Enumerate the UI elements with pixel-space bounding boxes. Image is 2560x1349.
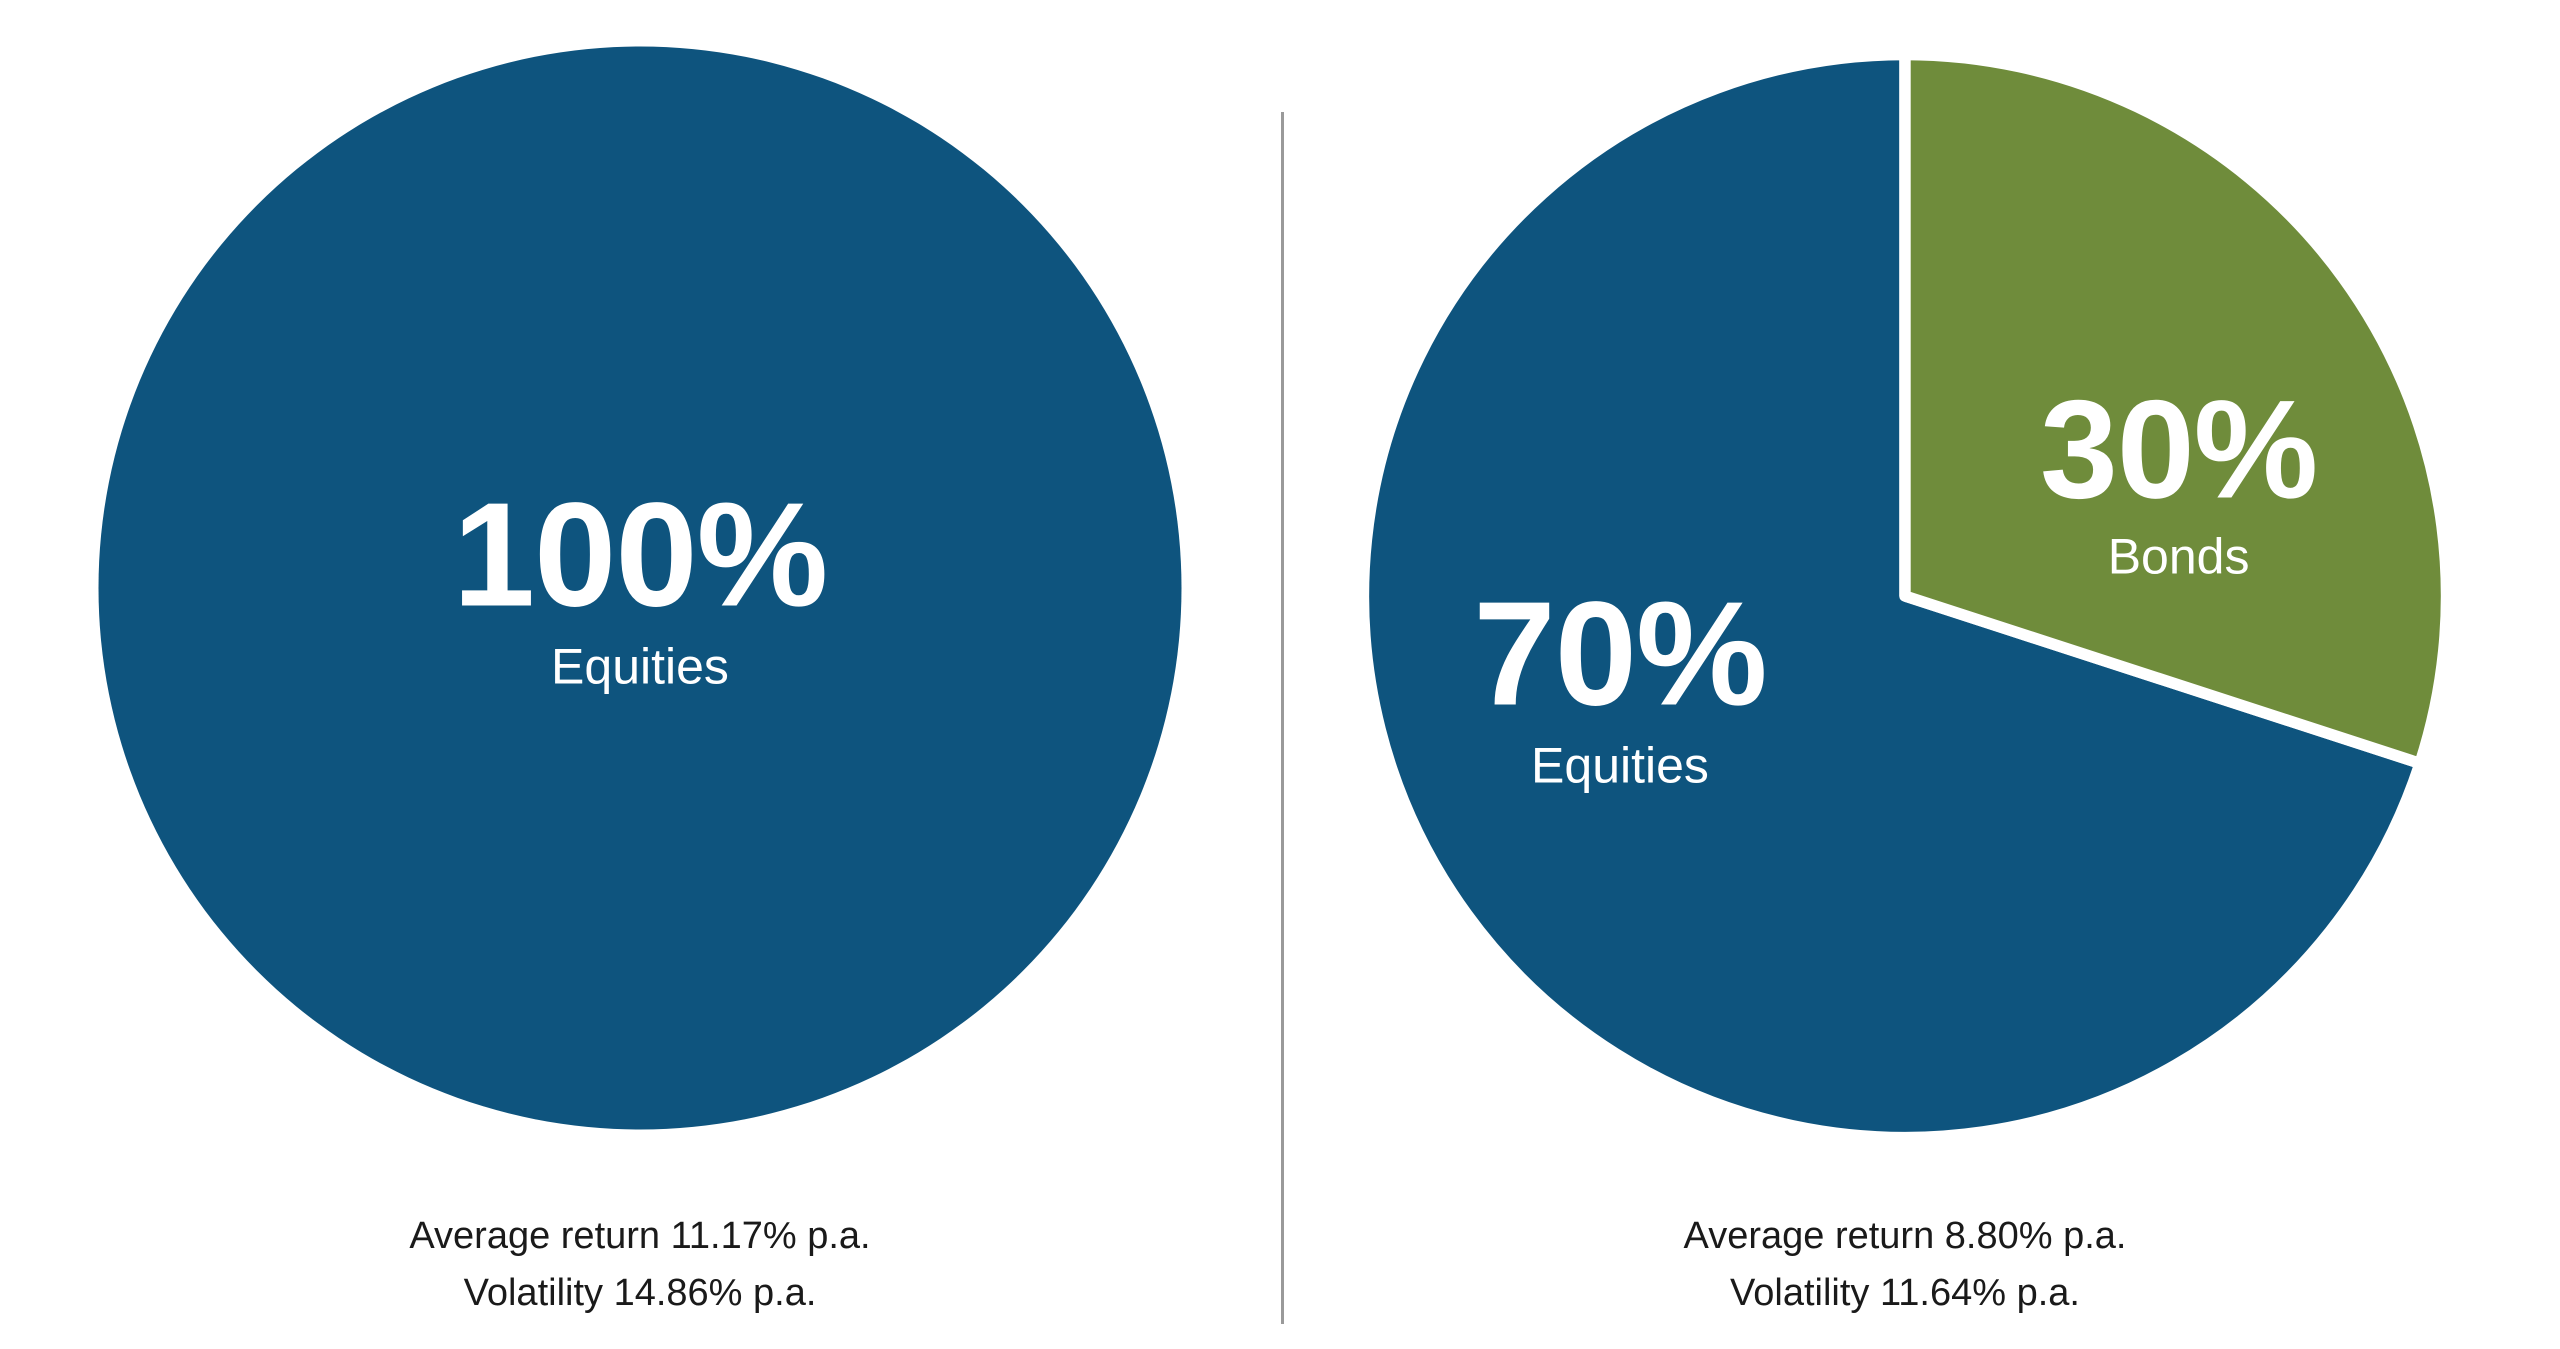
slice-label-bonds-30: 30% Bonds (2039, 370, 2318, 585)
slice-category: Equities (551, 638, 729, 695)
slice-percentage: 70% (1473, 571, 1767, 737)
average-return-text: Average return 11.17% p.a. (409, 1215, 871, 1257)
pie-chart-70-30: 70% Equities 30% Bonds (1335, 26, 2475, 1166)
volatility-text: Volatility 14.86% p.a. (463, 1272, 817, 1314)
pie-slice-equities (98, 46, 1182, 1130)
stats-caption-left: Average return 11.17% p.a. Volatility 14… (190, 1208, 1090, 1322)
slice-label-equities-70: 70% Equities (1473, 571, 1767, 794)
pie-slice-bonds (1899, 48, 2453, 770)
pie-chart-100-equities: 100% Equities (70, 18, 1210, 1158)
slice-category: Equities (1531, 737, 1709, 794)
pie-svg-100-equities (98, 46, 1182, 1130)
slice-label-equities-100: 100% Equities (452, 472, 829, 695)
pie-svg-70-30 (1357, 48, 2453, 1144)
slice-percentage: 100% (452, 472, 829, 638)
pie-slice-equities (1357, 48, 2426, 1144)
slice-percentage: 30% (2039, 370, 2318, 528)
volatility-text: Volatility 11.64% p.a. (1730, 1272, 2080, 1314)
stats-caption-right: Average return 8.80% p.a. Volatility 11.… (1455, 1208, 2355, 1322)
average-return-text: Average return 8.80% p.a. (1683, 1215, 2127, 1257)
slice-category: Bonds (2107, 528, 2250, 585)
panel-divider (1281, 112, 1284, 1324)
